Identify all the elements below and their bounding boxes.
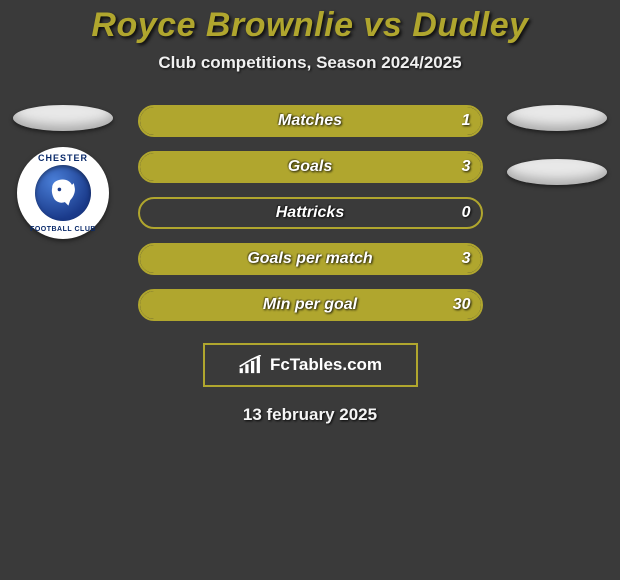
stat-label: Hattricks [140,199,481,227]
stat-value-right: 0 [452,199,481,227]
stat-bar: Matches1 [138,105,483,137]
stat-bar: Goals3 [138,151,483,183]
brand-bars-icon [238,355,264,375]
stat-bar-fill [140,107,481,135]
player-pad-icon [507,105,607,131]
stat-bar-fill [140,291,481,319]
player-pad-icon [507,159,607,185]
left-player-column: CHESTER FOOTBALL CLUB [8,105,118,239]
date-text: 13 february 2025 [243,405,377,425]
badge-inner [35,165,91,221]
right-player-column [502,105,612,185]
club-badge: CHESTER FOOTBALL CLUB [17,147,109,239]
page-title: Royce Brownlie vs Dudley [91,6,528,45]
stats-bars: Matches1 Goals3 Hattricks0 Goals per match3… [138,105,483,321]
stat-bar: Hattricks0 [138,197,483,229]
badge-bottom-text: FOOTBALL CLUB [17,226,109,233]
stat-bar-fill [140,153,481,181]
player-pad-icon [13,105,113,131]
brand-box: FcTables.com [203,343,418,387]
stat-bar-fill [140,245,481,273]
page-subtitle: Club competitions, Season 2024/2025 [158,53,461,73]
wolf-icon [45,175,81,211]
main-layout: CHESTER FOOTBALL CLUB Matches1 Goals3 Hatt… [0,105,620,321]
badge-top-text: CHESTER [17,153,109,163]
comparison-card: Royce Brownlie vs Dudley Club competitio… [0,0,620,425]
stat-bar: Min per goal30 [138,289,483,321]
brand-text: FcTables.com [270,355,382,375]
stat-bar: Goals per match3 [138,243,483,275]
